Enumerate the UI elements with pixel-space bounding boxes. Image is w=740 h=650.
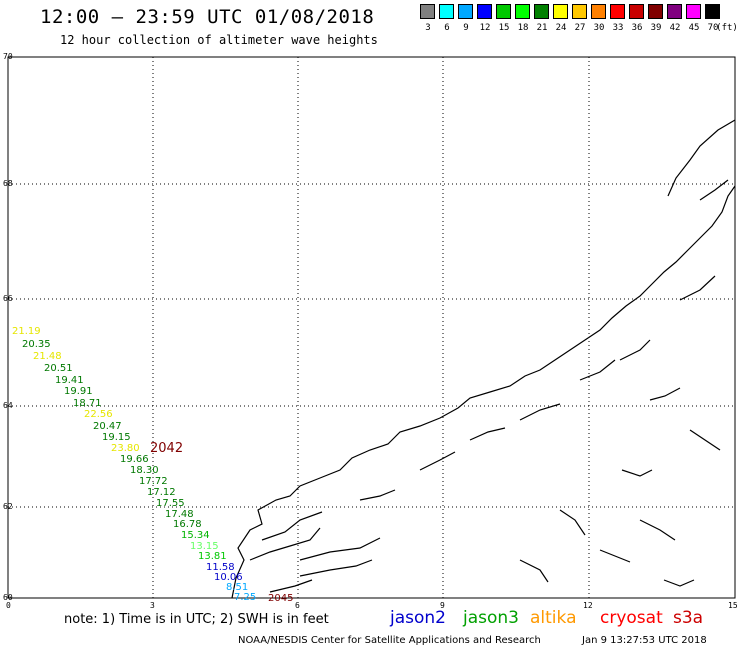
lat-label: 68 xyxy=(3,179,13,188)
legend-swatch xyxy=(496,4,511,19)
wave-height-label: 23.80 xyxy=(111,443,140,454)
wave-height-label: 18.30 xyxy=(130,465,159,476)
legend-swatch xyxy=(686,4,701,19)
legend-label: 6 xyxy=(444,23,450,33)
lat-label: 66 xyxy=(3,294,13,303)
map-frame xyxy=(7,56,736,599)
legend-label: 39 xyxy=(650,23,662,33)
lon-label: 0 xyxy=(6,601,11,610)
wave-height-label: 15.34 xyxy=(181,530,210,541)
wave-height-label: 7.25 xyxy=(234,592,257,603)
legend-unit: (ft) xyxy=(716,23,738,33)
coastline xyxy=(231,119,736,599)
wave-height-label: 17.12 xyxy=(147,487,176,498)
wave-height-label: 2045 xyxy=(268,593,294,604)
legend-swatch xyxy=(610,4,625,19)
lat-label: 70 xyxy=(3,52,13,61)
legend-label: 3 xyxy=(425,23,431,33)
legend-label: 21 xyxy=(536,23,548,33)
legend-swatch xyxy=(572,4,587,19)
lon-label: 9 xyxy=(440,601,445,610)
legend-swatch xyxy=(667,4,682,19)
legend-swatch xyxy=(629,4,644,19)
legend-label: 42 xyxy=(669,23,681,33)
legend-swatch xyxy=(458,4,473,19)
lat-label: 64 xyxy=(3,401,13,410)
legend-swatch xyxy=(515,4,530,19)
legend-swatch xyxy=(477,4,492,19)
wave-height-label: 10.06 xyxy=(214,572,243,583)
wave-height-label: 16.78 xyxy=(173,519,202,530)
lon-label: 6 xyxy=(295,601,300,610)
wave-height-label: 19.66 xyxy=(120,454,149,465)
wave-height-label: 2042 xyxy=(150,441,184,456)
satellite-label-cryosat: cryosat xyxy=(600,608,663,628)
wave-height-label: 20.47 xyxy=(93,421,122,432)
legend-label: 33 xyxy=(612,23,624,33)
legend-swatch xyxy=(648,4,663,19)
satellite-label-jason2: jason2 xyxy=(390,608,446,628)
legend-swatch xyxy=(534,4,549,19)
wave-height-label: 8.51 xyxy=(226,582,249,593)
graticule xyxy=(8,57,735,598)
generated-timestamp: Jan 9 13:27:53 UTC 2018 xyxy=(582,635,707,646)
satellite-label-s3a: s3a xyxy=(673,608,704,628)
legend-label: 12 xyxy=(479,23,491,33)
legend-swatch xyxy=(553,4,568,19)
wave-height-label: 21.19 xyxy=(12,326,41,337)
legend-label: 15 xyxy=(498,23,510,33)
satellite-label-altika: altika xyxy=(530,608,577,628)
wave-height-label: 20.51 xyxy=(44,363,73,374)
legend-swatch xyxy=(591,4,606,19)
legend-label: 30 xyxy=(593,23,605,33)
wave-height-label: 21.48 xyxy=(33,351,62,362)
legend-label: 24 xyxy=(555,23,567,33)
lat-label: 62 xyxy=(3,502,13,511)
legend-swatch xyxy=(705,4,720,19)
lon-label: 3 xyxy=(150,601,155,610)
wave-height-label: 19.15 xyxy=(102,432,131,443)
wave-height-label: 17.55 xyxy=(156,498,185,509)
wave-height-label: 13.15 xyxy=(190,541,219,552)
lon-label: 12 xyxy=(583,601,593,610)
wave-height-label: 20.35 xyxy=(22,339,51,350)
map-subtitle: 12 hour collection of altimeter wave hei… xyxy=(60,33,378,47)
satellite-label-jason3: jason3 xyxy=(463,608,519,628)
legend-label: 27 xyxy=(574,23,586,33)
wave-height-label: 17.48 xyxy=(165,509,194,520)
lat-label: 60 xyxy=(3,593,13,602)
legend-label: 36 xyxy=(631,23,643,33)
lon-label: 15 xyxy=(728,601,738,610)
legend-label: 45 xyxy=(688,23,700,33)
legend-label: 70 xyxy=(707,23,719,33)
legend-swatch xyxy=(439,4,454,19)
credit-text: NOAA/NESDIS Center for Satellite Applica… xyxy=(238,635,541,646)
map-title: 12:00 – 23:59 UTC 01/08/2018 xyxy=(40,6,375,28)
wave-height-label: 11.58 xyxy=(206,562,235,573)
wave-height-label: 13.81 xyxy=(198,551,227,562)
legend-label: 18 xyxy=(517,23,529,33)
wave-height-label: 18.71 xyxy=(73,398,102,409)
legend-label: 9 xyxy=(463,23,469,33)
wave-height-label: 17.72 xyxy=(139,476,168,487)
wave-height-label: 19.91 xyxy=(64,386,93,397)
legend-swatch xyxy=(420,4,435,19)
wave-height-label: 22.56 xyxy=(84,409,113,420)
wave-height-label: 19.41 xyxy=(55,375,84,386)
footer-note: note: 1) Time is in UTC; 2) SWH is in fe… xyxy=(64,612,329,627)
